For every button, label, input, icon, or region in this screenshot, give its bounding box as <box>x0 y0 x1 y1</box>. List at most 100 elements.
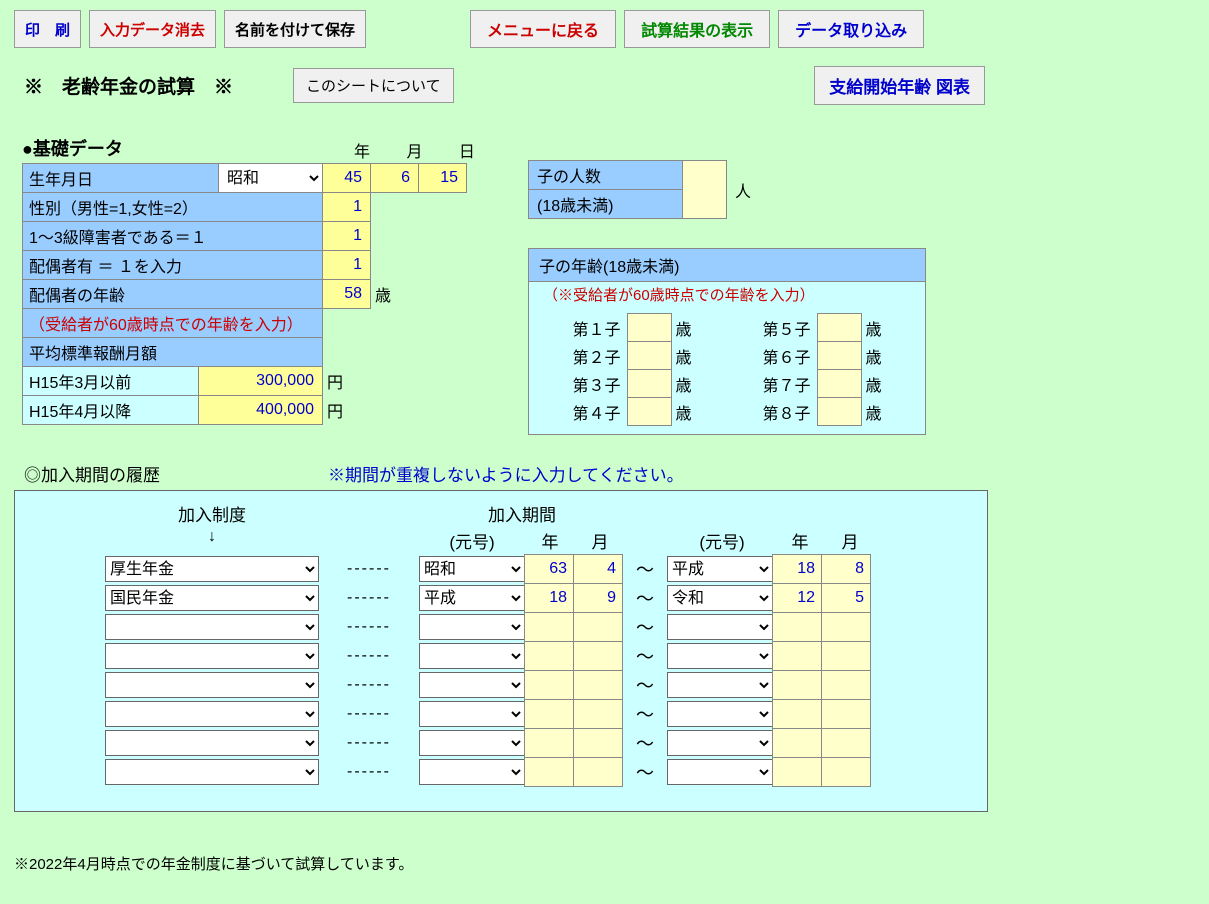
birth-day[interactable]: 15 <box>419 164 467 193</box>
era-select[interactable]: 昭和 <box>219 165 322 191</box>
tilde: ～ <box>623 672 667 698</box>
system-select[interactable] <box>105 614 319 640</box>
year-to[interactable] <box>772 612 822 642</box>
era-from-select[interactable] <box>419 730 525 756</box>
save-as-button[interactable]: 名前を付けて保存 <box>224 10 366 48</box>
yen-unit-1: 円 <box>323 367 350 396</box>
age-chart-button[interactable]: 支給開始年齢 図表 <box>814 66 985 105</box>
month-from[interactable] <box>573 699 623 729</box>
era-from-select[interactable]: 平成 <box>419 585 525 611</box>
year-from[interactable] <box>524 699 574 729</box>
system-select[interactable]: 厚生年金 <box>105 556 319 582</box>
month-to[interactable] <box>821 612 871 642</box>
yen-unit-2: 円 <box>323 396 350 425</box>
month-to[interactable] <box>821 757 871 787</box>
system-select[interactable]: 国民年金 <box>105 585 319 611</box>
child-4-input[interactable] <box>627 398 671 426</box>
h15-after-value[interactable]: 400,000 <box>199 396 323 425</box>
era-from-select[interactable] <box>419 614 525 640</box>
dash: ------ <box>319 560 419 578</box>
month-from[interactable]: 4 <box>573 554 623 584</box>
year-from[interactable] <box>524 757 574 787</box>
system-select[interactable] <box>105 643 319 669</box>
child-3-input[interactable] <box>627 370 671 398</box>
child-1-input[interactable] <box>627 314 671 342</box>
about-sheet-button[interactable]: このシートについて <box>293 68 454 103</box>
month-to[interactable] <box>821 670 871 700</box>
era-from-select[interactable]: 昭和 <box>419 556 525 582</box>
year-to[interactable] <box>772 757 822 787</box>
era-to-select[interactable] <box>667 614 773 640</box>
birth-year[interactable]: 45 <box>323 164 371 193</box>
show-result-button[interactable]: 試算結果の表示 <box>624 10 770 48</box>
month-from[interactable] <box>573 757 623 787</box>
dash: ------ <box>319 763 419 781</box>
year-to[interactable] <box>772 670 822 700</box>
year-from[interactable] <box>524 641 574 671</box>
tilde: ～ <box>623 556 667 582</box>
dash: ------ <box>319 589 419 607</box>
basic-data-table: 生年月日 昭和 45 6 15 性別（男性=1,女性=2） 1 1～3級障害者で… <box>22 163 467 367</box>
child-5-input[interactable] <box>817 314 861 342</box>
year-to[interactable]: 12 <box>772 583 822 613</box>
child-8-input[interactable] <box>817 398 861 426</box>
disability-input[interactable]: 1 <box>323 222 371 251</box>
child-age-header: 子の年齢(18歳未満) <box>529 249 925 282</box>
spouse-input[interactable]: 1 <box>323 251 371 280</box>
back-menu-button[interactable]: メニューに戻る <box>470 10 616 48</box>
era-select-cell: 昭和 <box>219 164 323 193</box>
year-to[interactable] <box>772 728 822 758</box>
history-row: 国民年金------平成189～令和125 <box>105 583 963 613</box>
child-6-input[interactable] <box>817 342 861 370</box>
month-to[interactable] <box>821 641 871 671</box>
spouse-age-input[interactable]: 58 <box>323 280 371 309</box>
year-to[interactable] <box>772 699 822 729</box>
month-to[interactable] <box>821 699 871 729</box>
child-7-input[interactable] <box>817 370 861 398</box>
era-to-select[interactable] <box>667 701 773 727</box>
month-to[interactable] <box>821 728 871 758</box>
era-from-select[interactable] <box>419 759 525 785</box>
year-from[interactable] <box>524 728 574 758</box>
era-to-select[interactable] <box>667 643 773 669</box>
child-age-table: 第１子 歳 第５子 歳 第２子 歳 第６子 歳 第３子 歳 <box>549 313 905 426</box>
month-from[interactable] <box>573 612 623 642</box>
era-to-select[interactable] <box>667 730 773 756</box>
system-select[interactable] <box>105 759 319 785</box>
toolbar: 印 刷 入力データ消去 名前を付けて保存 メニューに戻る 試算結果の表示 データ… <box>14 10 1195 48</box>
year-from[interactable] <box>524 670 574 700</box>
month-from[interactable] <box>573 728 623 758</box>
month-to[interactable]: 5 <box>821 583 871 613</box>
print-button[interactable]: 印 刷 <box>14 10 81 48</box>
era-from-select[interactable] <box>419 643 525 669</box>
year-from[interactable] <box>524 612 574 642</box>
era-to-select[interactable]: 令和 <box>667 585 773 611</box>
child-1-label: 第１子 <box>549 314 627 342</box>
system-select[interactable] <box>105 672 319 698</box>
era-to-select[interactable] <box>667 759 773 785</box>
year-from[interactable]: 18 <box>524 583 574 613</box>
era-to-select[interactable]: 平成 <box>667 556 773 582</box>
dash: ------ <box>319 647 419 665</box>
year-to[interactable]: 18 <box>772 554 822 584</box>
child-2-input[interactable] <box>627 342 671 370</box>
month-to[interactable]: 8 <box>821 554 871 584</box>
clear-button[interactable]: 入力データ消去 <box>89 10 216 48</box>
system-select[interactable] <box>105 730 319 756</box>
ymd-header: 年 月 日 <box>338 138 491 162</box>
h15-before-value[interactable]: 300,000 <box>199 367 323 396</box>
year-from[interactable]: 63 <box>524 554 574 584</box>
import-data-button[interactable]: データ取り込み <box>778 10 924 48</box>
era-from-select[interactable] <box>419 701 525 727</box>
year-to[interactable] <box>772 641 822 671</box>
month-from[interactable] <box>573 670 623 700</box>
month-from[interactable]: 9 <box>573 583 623 613</box>
children-count-input[interactable] <box>683 161 727 219</box>
month-from[interactable] <box>573 641 623 671</box>
era-from-select[interactable] <box>419 672 525 698</box>
tilde: ～ <box>623 759 667 785</box>
sex-input[interactable]: 1 <box>323 193 371 222</box>
era-to-select[interactable] <box>667 672 773 698</box>
system-select[interactable] <box>105 701 319 727</box>
birth-month[interactable]: 6 <box>371 164 419 193</box>
